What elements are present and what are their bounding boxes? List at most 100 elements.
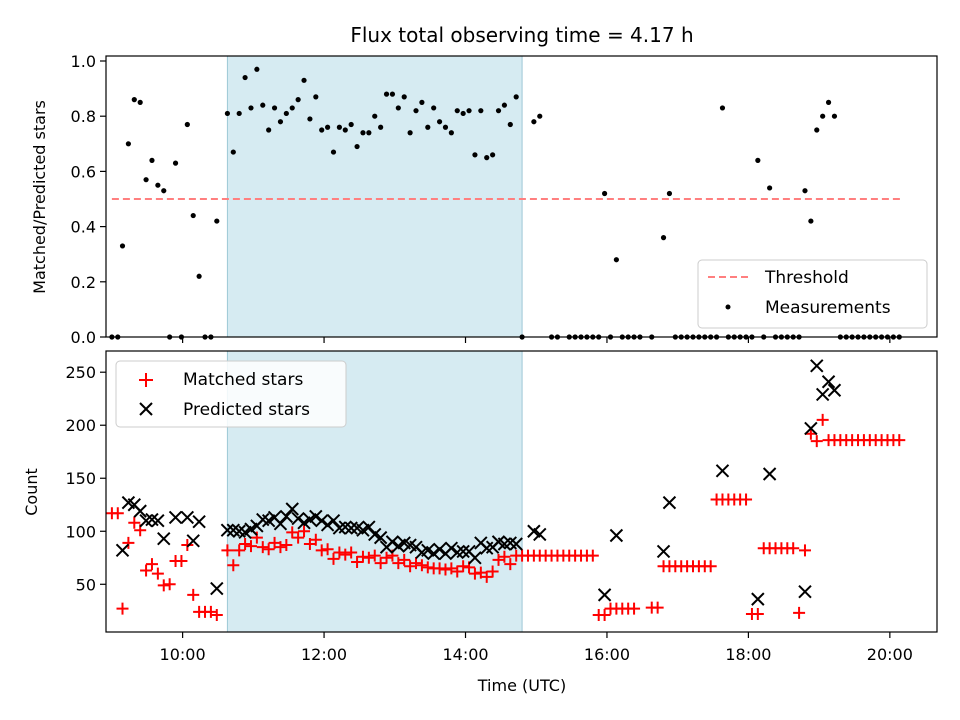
predicted-star-marker: [220, 523, 235, 537]
x-tick-label: 20:00: [867, 645, 913, 664]
measurement-point: [242, 74, 248, 81]
matched-star-marker: [798, 544, 811, 557]
predicted-star-marker: [362, 520, 376, 534]
bottom-axes-frame: [105, 350, 938, 633]
top-y-tick-label: 0.4: [71, 218, 96, 237]
measurements-legend-label: Measurements: [765, 298, 891, 318]
matched-star-marker: [280, 539, 293, 552]
measurement-point: [342, 127, 348, 133]
ratio-panel: 0.0 0.2 0.4 0.6 0.8 1.0 Matched/Predicted sta…: [30, 52, 938, 347]
matched-star-marker: [244, 540, 257, 553]
measurement-point: [507, 121, 513, 128]
measurement-point: [454, 108, 460, 114]
measurement-point: [613, 257, 619, 263]
measurement-point: [301, 77, 307, 83]
matched-star-marker: [151, 567, 164, 580]
x-tick-label: 14:00: [442, 645, 488, 664]
matched-star-marker: [362, 551, 375, 564]
matched-star-marker: [451, 565, 464, 578]
predicted-star-marker: [432, 542, 447, 556]
measurement-point: [490, 152, 496, 158]
matched-star-marker: [181, 539, 194, 552]
measurement-point: [501, 102, 508, 108]
predicted-star-marker: [798, 584, 812, 599]
predicted-star-marker: [279, 509, 294, 524]
bottom-y-tick-label: 100: [65, 522, 96, 541]
matched-star-marker: [793, 606, 806, 619]
measurement-point: [389, 91, 396, 97]
matched-star-marker: [651, 601, 664, 614]
top-y-tick-label: 0.6: [71, 162, 96, 181]
top-axes-frame: [105, 55, 938, 338]
bottom-y-axis-label: Count: [22, 468, 41, 516]
matched-star-marker: [210, 609, 223, 622]
predicted-star-marker: [821, 375, 836, 389]
x-tick-label: 10:00: [160, 645, 206, 664]
matched-star-marker: [439, 563, 452, 576]
measurement-point: [431, 105, 437, 111]
matched-star-marker: [415, 559, 428, 572]
matched-star-marker: [140, 564, 153, 577]
predicted-star-marker: [273, 517, 288, 531]
matched-star-marker: [498, 550, 511, 563]
predicted-legend-swatch: [139, 402, 153, 416]
measurement-point: [271, 105, 278, 111]
matched-star-marker: [221, 544, 234, 557]
measurement-point: [336, 124, 342, 130]
measurement-point: [149, 157, 155, 163]
matched-star-marker: [751, 607, 764, 620]
top-y-tick-label: 0.8: [71, 107, 96, 126]
matched-star-marker: [410, 557, 423, 570]
bottom-y-tick-label: 250: [65, 363, 96, 382]
measurement-point: [366, 130, 372, 136]
measurement-point: [125, 141, 131, 147]
matched-star-marker: [309, 533, 322, 546]
x-tick-label: 16:00: [584, 645, 630, 664]
measurement-point: [119, 243, 126, 249]
measurement-point: [767, 185, 773, 191]
measurement-point: [360, 130, 366, 136]
measurement-point: [283, 110, 289, 117]
top-legend-box: [697, 259, 928, 329]
predicted-star-marker: [291, 511, 305, 526]
threshold-legend-label: Threshold: [764, 268, 849, 288]
matched-star-marker: [893, 434, 906, 447]
predicted-star-marker: [509, 537, 523, 551]
matched-star-marker: [256, 541, 269, 554]
measurement-point: [236, 110, 242, 117]
observing-span-top: [226, 55, 523, 338]
matched-star-marker: [163, 578, 176, 591]
matched-star-marker: [122, 536, 135, 549]
matched-star-marker: [298, 525, 311, 538]
predicted-star-marker: [827, 383, 842, 397]
predicted-star-marker: [385, 535, 400, 549]
measurement-point: [383, 91, 390, 97]
predicted-star-marker: [192, 515, 206, 529]
x-axis-label: Time (UTC): [477, 676, 566, 695]
measurement-point: [295, 97, 301, 103]
matched-star-marker: [380, 551, 393, 564]
measurement-point: [660, 235, 667, 241]
measurement-point: [266, 127, 272, 133]
matched-star-marker: [327, 552, 340, 565]
matched-star-marker: [787, 542, 800, 555]
measurement-point: [172, 160, 179, 166]
measurement-point: [319, 127, 325, 133]
measurement-point: [348, 121, 354, 128]
predicted-star-marker: [314, 513, 329, 528]
predicted-star-marker: [309, 509, 323, 524]
predicted-star-marker: [715, 464, 730, 478]
measurement-point: [224, 110, 231, 117]
matched-star-marker: [504, 558, 517, 571]
top-y-tick-label: 0.2: [71, 273, 96, 292]
matched-star-marker: [292, 531, 305, 544]
predicted-star-marker: [285, 502, 299, 516]
measurement-point: [666, 190, 673, 197]
matched-star-marker: [187, 588, 200, 601]
predicted-star-marker: [151, 513, 165, 528]
measurement-point: [755, 157, 761, 163]
measurement-point: [214, 218, 220, 224]
measurements-legend-swatch: [725, 304, 731, 310]
matched-star-marker: [175, 554, 188, 567]
